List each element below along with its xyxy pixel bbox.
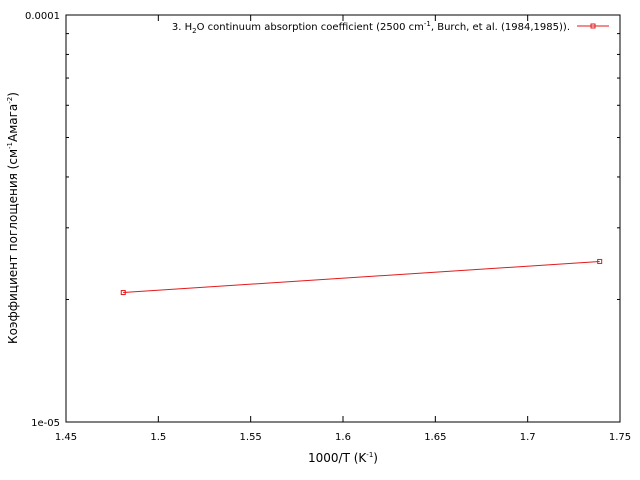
y-axis-title-sup2: -2 [6,97,14,104]
series-line [123,261,600,293]
legend-label-part1: 3. H [172,22,192,33]
legend-label-sup: -1 [424,20,431,28]
legend: 3. H2O continuum absorption coefficient … [172,20,609,35]
legend-label-part3: , Burch, et al. (1984,1985)). [431,22,570,33]
x-tick-label: 1.5 [150,432,166,443]
y-axis-title-mid: Амага [6,104,20,142]
x-axis-title-base: 1000/T (K [308,451,367,465]
x-tick-label: 1.6 [335,432,351,443]
legend-label: 3. H2O continuum absorption coefficient … [172,20,570,35]
legend-marker-sample [590,23,596,29]
x-tick-label: 1.55 [240,432,262,443]
x-tick-label: 1.65 [424,432,446,443]
series-layer [120,258,603,296]
x-axis: 1.45 1.5 1.55 1.6 1.65 1.7 1.75 [55,15,631,443]
legend-label-part2: O continuum absorption coefficient (2500… [197,22,424,33]
x-tick-label: 1.75 [609,432,631,443]
legend-label-sub: 2 [192,27,196,35]
x-tick-label: 1.7 [520,432,536,443]
y-axis-title-sup1: -1 [6,142,14,149]
y-axis-title-tail: ) [6,92,20,97]
y-tick-label: 1e-05 [31,418,60,429]
y-axis: 1e-05 0.0001 [25,11,620,429]
x-tick-label: 1.45 [55,432,77,443]
x-axis-title: 1000/T (K-1) [308,451,378,465]
y-axis-title-base: Коэффициент поглощения (см [6,149,20,344]
x-axis-title-tail: ) [373,451,378,465]
series-point [597,258,603,264]
series-point [120,290,126,296]
y-axis-title: Коэффициент поглощения (см-1Амага-2) [6,92,20,344]
y-tick-label: 0.0001 [25,11,60,22]
x-axis-title-sup: -1 [366,451,373,459]
